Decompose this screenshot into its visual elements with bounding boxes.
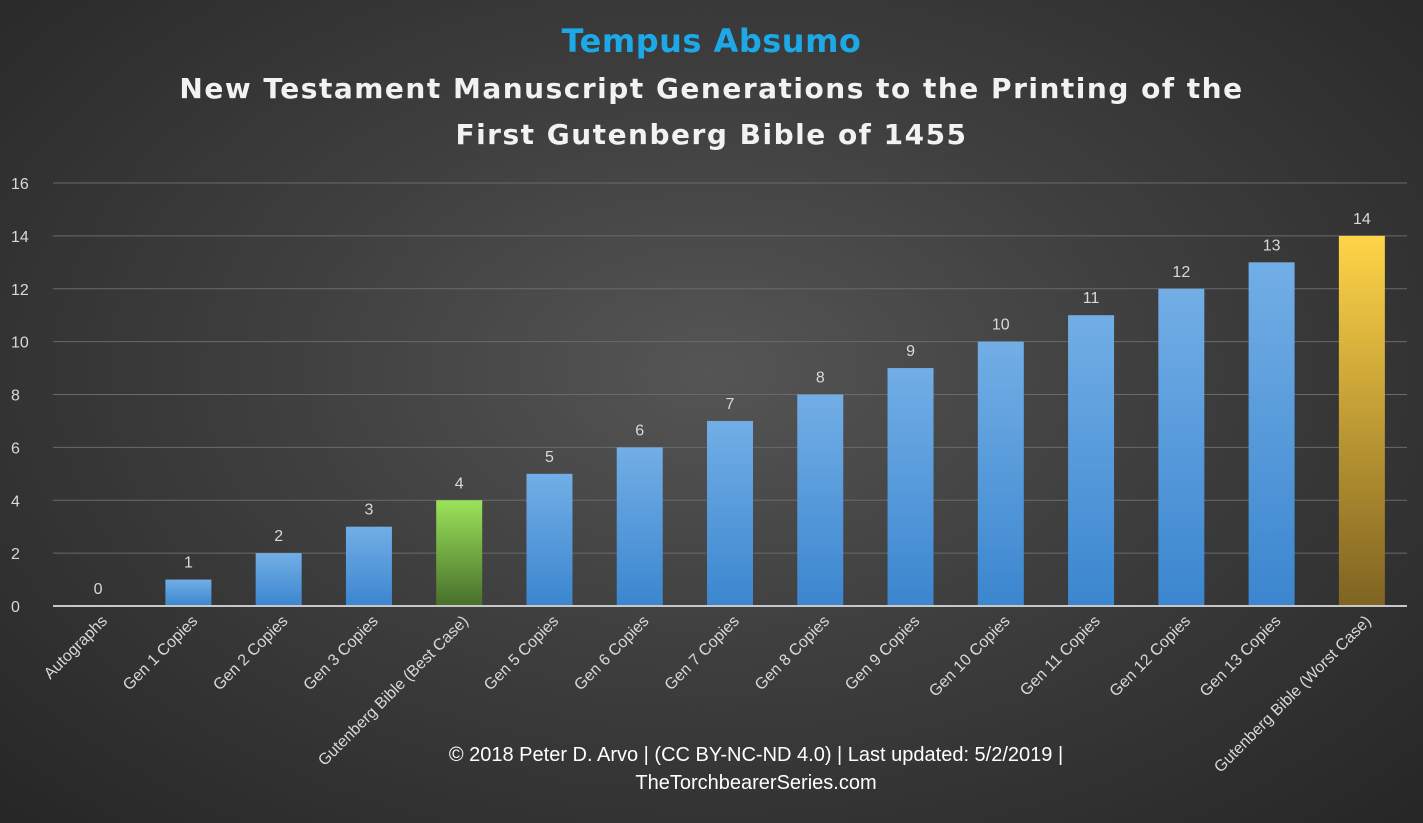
bar [345, 526, 392, 606]
bar [616, 447, 663, 606]
x-tick-label: Gen 8 Copies [752, 613, 833, 694]
y-tick-label: 12 [11, 282, 29, 299]
x-tick-label: Gen 12 Copies [1107, 613, 1194, 700]
chart-title: Tempus Absumo [561, 22, 862, 60]
y-tick-label: 4 [11, 493, 20, 510]
data-label: 11 [1083, 290, 1100, 307]
bars [165, 235, 1385, 606]
data-label: 0 [94, 581, 103, 598]
y-tick-label: 14 [11, 229, 29, 246]
bar [165, 579, 212, 606]
bar [1158, 288, 1205, 606]
data-label: 10 [992, 317, 1010, 334]
bar [1338, 235, 1385, 606]
y-tick-label: 16 [11, 176, 29, 193]
bar [707, 420, 753, 606]
bar [977, 341, 1024, 606]
data-label: 4 [455, 475, 464, 492]
data-label: 5 [545, 449, 554, 466]
data-label: 12 [1172, 264, 1190, 281]
data-label: 7 [726, 396, 735, 413]
x-tick-label: Gen 7 Copies [662, 613, 743, 694]
chart-subtitle-line-1: New Testament Manuscript Generations to … [179, 72, 1244, 105]
x-tick-label: Gen 9 Copies [842, 613, 923, 694]
chart-subtitle-line-2: First Gutenberg Bible of 1455 [455, 118, 968, 151]
y-tick-label: 0 [11, 599, 20, 616]
data-label: 2 [274, 528, 283, 545]
y-tick-label: 10 [11, 335, 29, 352]
bar [436, 500, 483, 606]
x-tick-label: Autographs [41, 613, 111, 683]
y-tick-label: 6 [11, 440, 20, 457]
x-tick-label: Gen 10 Copies [926, 613, 1013, 700]
data-label: 14 [1353, 211, 1371, 228]
y-tick-label: 8 [11, 388, 20, 405]
x-tick-label: Gen 13 Copies [1197, 613, 1284, 700]
data-label: 13 [1263, 237, 1281, 254]
x-tick-label: Gen 11 Copies [1017, 613, 1104, 700]
x-tick-label: Gen 3 Copies [301, 613, 382, 694]
data-label: 9 [906, 343, 915, 360]
y-axis: 0 2 4 6 8 10 12 14 16 [11, 176, 29, 616]
data-label: 3 [364, 502, 373, 519]
data-label: 1 [184, 555, 193, 572]
data-label: 8 [816, 370, 825, 387]
x-tick-label: Gen 1 Copies [120, 613, 201, 694]
bar [887, 368, 934, 606]
bar [1248, 262, 1295, 606]
footer-copyright: © 2018 Peter D. Arvo | (CC BY-NC-ND 4.0)… [448, 744, 1064, 766]
x-tick-label: Gen 5 Copies [481, 613, 562, 694]
data-label: 6 [635, 422, 644, 439]
x-tick-label: Gen 6 Copies [571, 613, 652, 694]
y-tick-label: 2 [11, 546, 20, 563]
footer-website: TheTorchbearerSeries.com [635, 772, 877, 794]
bar [526, 473, 573, 606]
bar [797, 394, 844, 606]
bar [255, 553, 302, 606]
bar [1068, 315, 1115, 606]
x-tick-label: Gen 2 Copies [210, 613, 291, 694]
